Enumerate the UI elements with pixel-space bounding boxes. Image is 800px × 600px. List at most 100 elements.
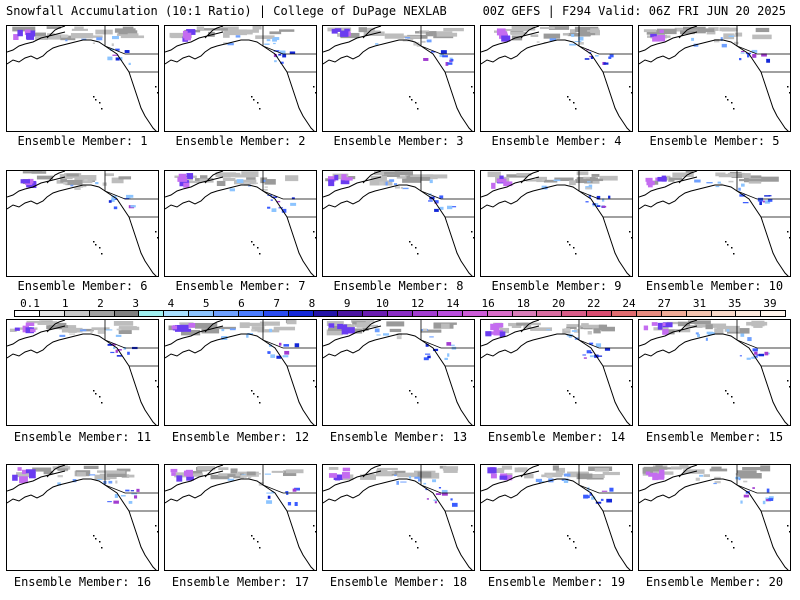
snowfall-shading bbox=[574, 26, 599, 33]
snowfall-shading bbox=[768, 195, 772, 197]
snowfall-shading bbox=[344, 177, 353, 181]
island bbox=[155, 525, 157, 527]
island bbox=[415, 541, 417, 543]
political-border bbox=[736, 26, 790, 55]
snowfall-shading bbox=[431, 51, 436, 53]
snowfall-shading bbox=[266, 500, 273, 504]
coastline bbox=[46, 465, 66, 478]
snowfall-shading bbox=[423, 482, 427, 485]
coastline bbox=[7, 478, 132, 518]
snowfall-shading bbox=[585, 187, 592, 190]
snowfall-shading bbox=[569, 29, 577, 34]
colorbar-cell bbox=[736, 311, 762, 316]
snowfall-shading bbox=[582, 324, 604, 329]
snowfall-shading bbox=[114, 28, 136, 33]
snowfall-shading bbox=[255, 35, 275, 39]
snowfall-shading bbox=[586, 350, 592, 354]
snowfall-shading bbox=[107, 471, 127, 478]
snowfall-shading bbox=[112, 54, 119, 56]
snowfall-shading bbox=[171, 325, 178, 330]
island bbox=[567, 390, 569, 392]
coastline bbox=[165, 31, 224, 53]
snowfall-shading bbox=[328, 467, 339, 470]
snowfall-shading bbox=[74, 186, 81, 190]
snowfall-shading bbox=[37, 321, 58, 325]
snowfall-shading bbox=[113, 321, 134, 326]
snowfall-shading bbox=[76, 472, 86, 477]
snowfall-shading bbox=[108, 480, 113, 484]
snowfall-shading bbox=[269, 328, 273, 333]
colorbar-cell bbox=[686, 311, 712, 316]
snowfall-shading bbox=[30, 328, 36, 333]
island bbox=[93, 241, 95, 243]
coastline bbox=[446, 516, 473, 570]
snowfall-shading bbox=[29, 32, 47, 36]
island bbox=[101, 253, 103, 255]
snowfall-shading bbox=[233, 179, 257, 185]
island bbox=[411, 244, 413, 246]
member-map-panel bbox=[322, 464, 475, 571]
snowfall-shading bbox=[216, 180, 226, 187]
colorbar-cell bbox=[711, 311, 737, 316]
snowfall-shading bbox=[711, 466, 722, 471]
snowfall-shading bbox=[413, 42, 420, 46]
ensemble-member-label: Ensemble Member: 16 bbox=[13, 575, 152, 589]
island bbox=[93, 390, 95, 392]
member-map-panel bbox=[164, 319, 317, 426]
snowfall-shading bbox=[292, 488, 297, 492]
snowfall-shading bbox=[264, 179, 276, 185]
snowfall-shading bbox=[756, 176, 779, 182]
snowfall-shading bbox=[229, 29, 253, 35]
snowfall-shading bbox=[126, 194, 131, 199]
snowfall-shading bbox=[645, 471, 651, 475]
snowfall-shading bbox=[200, 175, 208, 182]
snowfall-shading bbox=[742, 466, 762, 471]
snowfall-shading bbox=[176, 475, 183, 482]
snowfall-shading bbox=[130, 205, 136, 208]
snowfall-shading bbox=[340, 179, 350, 185]
coastline bbox=[481, 325, 540, 347]
snowfall-shading bbox=[76, 175, 97, 181]
island bbox=[253, 393, 255, 395]
snowfall-shading bbox=[326, 321, 344, 326]
snowfall-shading bbox=[601, 326, 615, 332]
snowfall-shading bbox=[501, 465, 513, 470]
island bbox=[95, 244, 97, 246]
snowfall-shading bbox=[571, 34, 575, 37]
political-border bbox=[736, 171, 790, 200]
snowfall-shading bbox=[439, 53, 444, 58]
snowfall-shading bbox=[697, 334, 700, 338]
snowfall-shading bbox=[114, 494, 119, 498]
snowfall-shading bbox=[500, 473, 508, 478]
snowfall-shading bbox=[248, 475, 252, 479]
snowfall-shading bbox=[13, 34, 19, 40]
colorbar-cell bbox=[413, 311, 438, 316]
snowfall-shading bbox=[643, 325, 649, 331]
snowfall-shading bbox=[443, 27, 464, 32]
coastline bbox=[678, 26, 698, 39]
coastline bbox=[7, 333, 132, 373]
snowfall-shading bbox=[587, 330, 592, 335]
snowfall-shading bbox=[442, 55, 448, 58]
ensemble-member-label: Ensemble Member: 10 bbox=[645, 279, 784, 293]
snowfall-shading bbox=[267, 206, 271, 209]
snowfall-shading bbox=[131, 493, 138, 495]
snowfall-shading bbox=[92, 42, 95, 44]
snowfall-shading bbox=[595, 55, 599, 57]
coastline bbox=[46, 171, 66, 184]
island bbox=[573, 396, 575, 398]
snowfall-shading bbox=[668, 178, 675, 182]
snowfall-shading bbox=[761, 53, 767, 57]
coastline bbox=[165, 325, 224, 347]
snowfall-shading bbox=[57, 468, 69, 471]
snowfall-shading bbox=[115, 349, 118, 353]
ensemble-member-label: Ensemble Member: 17 bbox=[171, 575, 310, 589]
snowfall-shading bbox=[668, 177, 683, 181]
snowfall-shading bbox=[595, 343, 602, 348]
snowfall-map bbox=[481, 465, 632, 570]
snowfall-shading bbox=[426, 498, 429, 500]
snowfall-shading bbox=[252, 26, 262, 30]
snowfall-shading bbox=[656, 473, 665, 479]
snowfall-shading bbox=[197, 466, 216, 471]
snowfall-shading bbox=[589, 492, 592, 496]
